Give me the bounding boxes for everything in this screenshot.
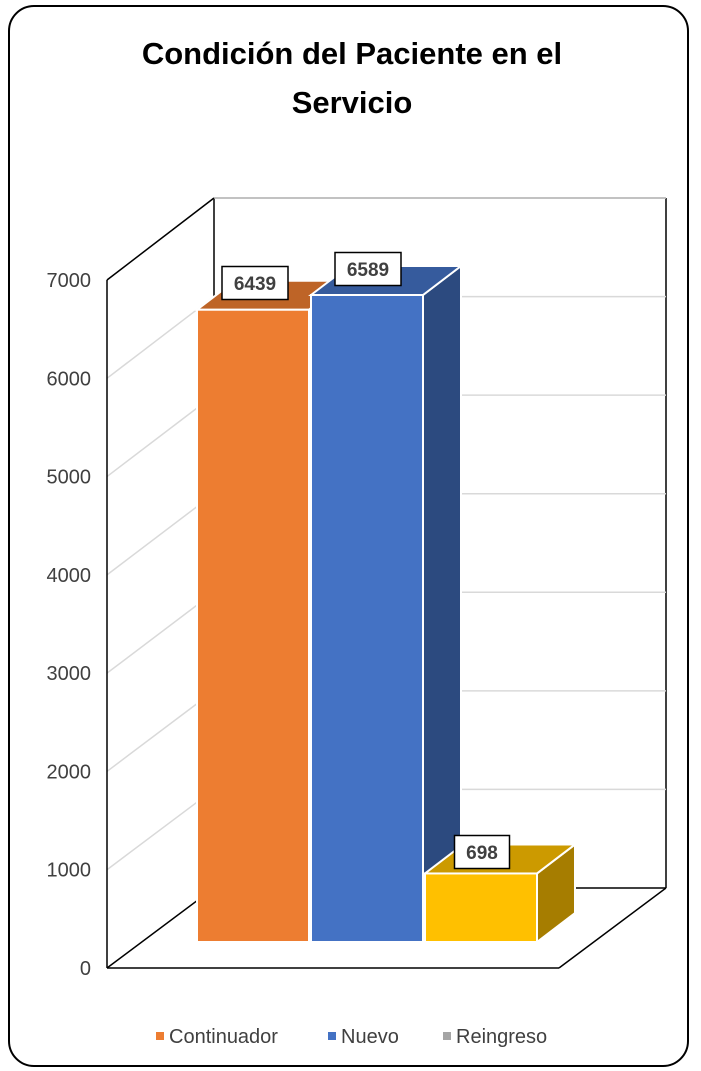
y-tick-label: 3000 — [47, 663, 92, 685]
y-tick-label: 5000 — [47, 467, 92, 489]
chart-title-line-2: Servicio — [292, 85, 413, 120]
legend-swatch-reingreso — [443, 1032, 451, 1040]
legend: Continuador Nuevo Reingreso — [156, 1026, 547, 1048]
legend-swatch-continuador — [156, 1032, 164, 1040]
legend-label-nuevo: Nuevo — [341, 1026, 399, 1048]
y-tick-label: 7000 — [47, 270, 92, 292]
data-label-box — [221, 265, 289, 301]
data-label-box — [453, 834, 511, 870]
data-label-box — [334, 251, 402, 287]
y-tick-label: 2000 — [47, 761, 92, 783]
bars — [194, 263, 578, 945]
y-tick-label: 1000 — [47, 860, 92, 882]
legend-swatch-nuevo — [328, 1032, 336, 1040]
floor-right-edge — [558, 887, 667, 969]
data-label-nuevo: 6589 — [347, 260, 389, 281]
bar-nuevo — [308, 263, 464, 945]
bar-front-face — [424, 872, 538, 944]
bar-front-face — [196, 308, 310, 944]
data-label-continuador: 6439 — [234, 274, 276, 295]
chart-title: Condición del Paciente en el Servicio — [142, 36, 562, 120]
bar-front-face — [310, 294, 424, 943]
data-label-reingreso: 698 — [466, 843, 498, 864]
legend-label-continuador: Continuador — [169, 1026, 278, 1048]
y-axis-tick-labels: 0 1000 2000 3000 4000 5000 6000 7000 — [47, 270, 92, 980]
chart-title-line-1: Condición del Paciente en el — [142, 36, 562, 71]
y-tick-label: 6000 — [47, 368, 92, 390]
y-tick-label: 0 — [80, 958, 91, 980]
legend-label-reingreso: Reingreso — [456, 1026, 547, 1048]
side-wall-top-edge — [106, 197, 215, 281]
data-labels: 6439 6589 698 — [221, 251, 511, 870]
y-tick-label: 4000 — [47, 565, 92, 587]
